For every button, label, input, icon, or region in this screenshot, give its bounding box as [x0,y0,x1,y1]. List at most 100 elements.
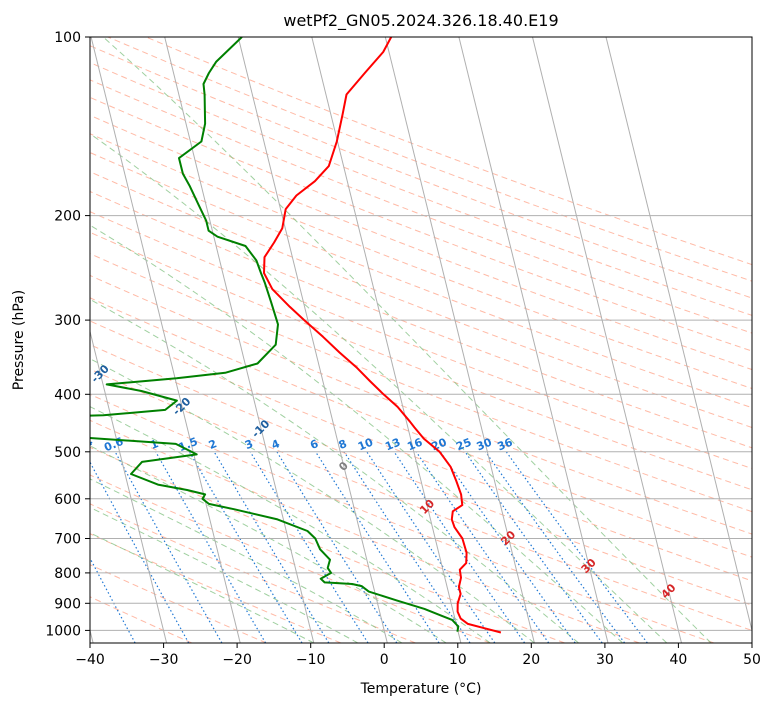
dry-adiabat [90,190,752,449]
dewpoint-profile-line [90,37,460,632]
mixing-ratio-label: 0.2 [22,435,45,454]
y-tick-label: 1000 [45,623,81,639]
x-tick-label: −30 [149,652,179,668]
mixing-ratio-label: 10 [356,436,375,454]
y-tick-label: 600 [54,492,81,508]
moist-adiabat [90,358,535,643]
mixing-ratio-label: 4 [270,437,282,452]
moist-adiabat [90,224,624,643]
skewed-isotherm [605,37,752,633]
x-tick-label: −20 [222,652,252,668]
y-tick-label: 700 [54,532,81,548]
x-tick-label: 30 [596,652,614,668]
dry-adiabat [90,320,752,582]
y-axis-title: Pressure (hPa) [11,290,27,390]
mixing-ratio-label: 8 [337,437,349,452]
dry-adiabat [90,96,752,352]
mixing-ratio-label: 30 [475,436,494,454]
x-tick-label: 50 [743,652,761,668]
moist-adiabat [90,133,668,643]
chart-title: wetPf2_GN05.2024.326.18.40.E19 [283,11,558,31]
mixing-ratio-label: 3 [243,437,255,452]
isotherm-label: -10 [249,417,272,440]
dry-adiabat [90,231,752,491]
mixing-ratio-label: 0.4 [72,435,95,454]
skewed-isotherm [311,37,462,643]
moist-adiabat [90,506,359,643]
profile-lines [90,37,502,634]
mixing-ratio-label: 6 [308,437,320,452]
dry-adiabat [90,62,752,316]
mixing-ratio-line [415,451,550,643]
mixing-ratio-line [485,451,626,643]
skewed-isotherm [90,329,168,643]
mixing-ratio-label: 1 [148,437,160,452]
dry-adiabat [90,393,715,643]
dry-adiabat [90,344,752,606]
plot-frame [89,36,753,644]
dry-adiabat [90,419,640,643]
dry-adiabat [90,211,752,470]
mixing-ratio-line [114,451,223,643]
x-tick-label: 0 [380,652,389,668]
temperature-profile-line [263,37,502,634]
dry-adiabat [90,564,267,643]
x-tick-label: 40 [669,652,687,668]
y-tick-label: 200 [54,209,81,225]
dry-adiabat [90,533,342,643]
mixing-ratio-line [155,451,267,643]
skewed-isotherm [90,37,241,643]
axis-ticks: −40 −30 −20 −10 0 10 20 30 40 5010020030040050060… [45,30,761,668]
mixing-ratio-line [464,451,603,643]
mixing-ratio-line [366,451,496,643]
dry-adiabat [107,37,752,282]
skewed-isotherm [164,37,315,643]
skewed-isotherm [384,37,535,643]
isotherm-label: -20 [170,395,193,418]
dry-adiabat [90,171,752,429]
dry-adiabat [90,45,752,299]
y-tick-label: 400 [54,387,81,403]
x-tick-label: 20 [522,652,540,668]
skewed-isotherm [532,37,682,643]
y-tick-label: 300 [54,313,81,329]
y-tick-label: 100 [54,30,81,46]
grid-lines [90,37,752,643]
mixing-ratio-label: 13 [383,436,402,454]
mixing-ratio-line [343,451,471,643]
mixing-ratio-line [276,451,398,643]
dry-adiabat [90,114,752,371]
dry-adiabat [90,79,752,334]
dry-adiabat [90,152,752,409]
y-tick-label: 900 [54,596,81,612]
x-axis-title: Temperature (°C) [360,681,482,697]
y-tick-label: 500 [54,445,81,461]
zero-isotherm-label: 0 [336,459,351,474]
mixing-ratio-label: 20 [430,436,449,454]
mixing-ratio-line [249,451,369,643]
warm-isotherm-label: 10 [417,497,437,517]
moist-adiabat [90,478,403,643]
x-tick-label: −40 [75,652,105,668]
mixing-ratio-label: 36 [495,436,514,454]
x-tick-label: −10 [296,652,326,668]
mixing-ratio-label: 25 [454,436,473,454]
moist-adiabat [90,298,579,643]
warm-isotherm-label: 20 [498,528,518,548]
dry-adiabat [90,596,193,643]
moist-adiabat [90,406,491,643]
moist-adiabat [102,37,712,643]
mixing-ratio-label: 16 [405,436,424,454]
dry-adiabat [90,133,752,390]
isotherm-label: -30 [89,362,112,385]
mixing-ratio-line [188,451,303,643]
background-guide-lines [90,37,752,643]
mixing-ratio-line [393,451,526,643]
dry-adiabat [90,253,752,513]
dry-adiabat [90,446,565,643]
skewed-isotherm [458,37,609,643]
dry-adiabat [90,503,416,643]
mixing-ratio-label: 2 [207,437,219,452]
dry-adiabat [90,297,752,558]
